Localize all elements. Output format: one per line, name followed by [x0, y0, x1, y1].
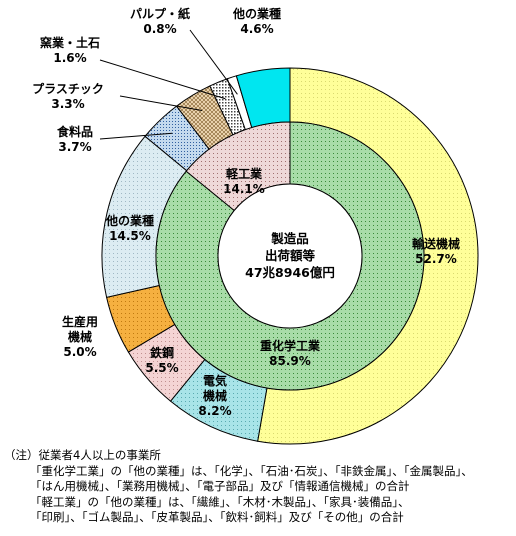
leader-パルプ・紙 [189, 29, 238, 95]
note-line: （注）従業者4人以上の事業所 [4, 448, 161, 462]
slice-label-食料品: 食料品 3.7% [56, 124, 93, 154]
center-label-1: 製造品 [270, 231, 309, 246]
slice-label-プラスチック: プラスチック 3.3% [32, 81, 104, 111]
notes: （注）従業者4人以上の事業所 「重化学工業」の「他の業種」は、「化学」、「石油･… [4, 448, 512, 526]
center-label-3: 47兆8946億円 [245, 265, 335, 280]
slice-label-電気機械: 電気機械 8.2% [198, 373, 231, 418]
slice-label-輸送機械: 輸送機械 52.7% [412, 236, 460, 266]
slice-label-他の業種: 他の業種 14.5% [105, 213, 154, 243]
leader-窯業・土石 [99, 59, 226, 100]
slice-label-重化学工業: 重化学工業 85.9% [260, 338, 321, 368]
pie-chart: 製造品 出荷額等 47兆8946億円 輸送機械 52.7% 電気機械 8.2% 鉄鋼 5.… [32, 6, 479, 445]
leader-食料品 [99, 132, 173, 140]
slice-label-軽工業: 軽工業 14.1% [223, 166, 265, 196]
slice-label-鉄鋼: 鉄鋼 5.5% [145, 345, 178, 375]
slice-labels: 輸送機械 52.7% 電気機械 8.2% 鉄鋼 5.5% 生産用機械 5.0% 他の業種 14.5… [32, 6, 460, 418]
note-line: 「印刷」、「ゴム製品」、「皮革製品」、「飲料･飼料」及び「その他」の合計 [30, 510, 404, 524]
note-line: 「軽工業」の「他の業種」は、「繊維」、「木材･木製品」、「家具･装備品」、 [30, 494, 410, 509]
center-label-2: 出荷額等 [265, 248, 316, 263]
note-line: 「重化学工業」の「他の業種」は、「化学」、「石油･石炭」、「非鉄金属」、「金属製… [30, 463, 473, 478]
center-hole [217, 183, 363, 329]
note-line: 「はん用機械」、「業務用機械」、「電子部品」及び「情報通信機械」の合計 [30, 479, 410, 493]
slice-label-他の業種(軽): 他の業種 4.6% [232, 6, 281, 36]
leader-プラスチック [119, 95, 203, 112]
slice-label-窯業・土石: 窯業・土石 1.6% [40, 35, 100, 65]
leader-lines [99, 29, 238, 140]
slice-label-生産用機械: 生産用機械 5.0% [62, 314, 98, 359]
slice-label-パルプ・紙: パルプ・紙 0.8% [130, 6, 190, 36]
